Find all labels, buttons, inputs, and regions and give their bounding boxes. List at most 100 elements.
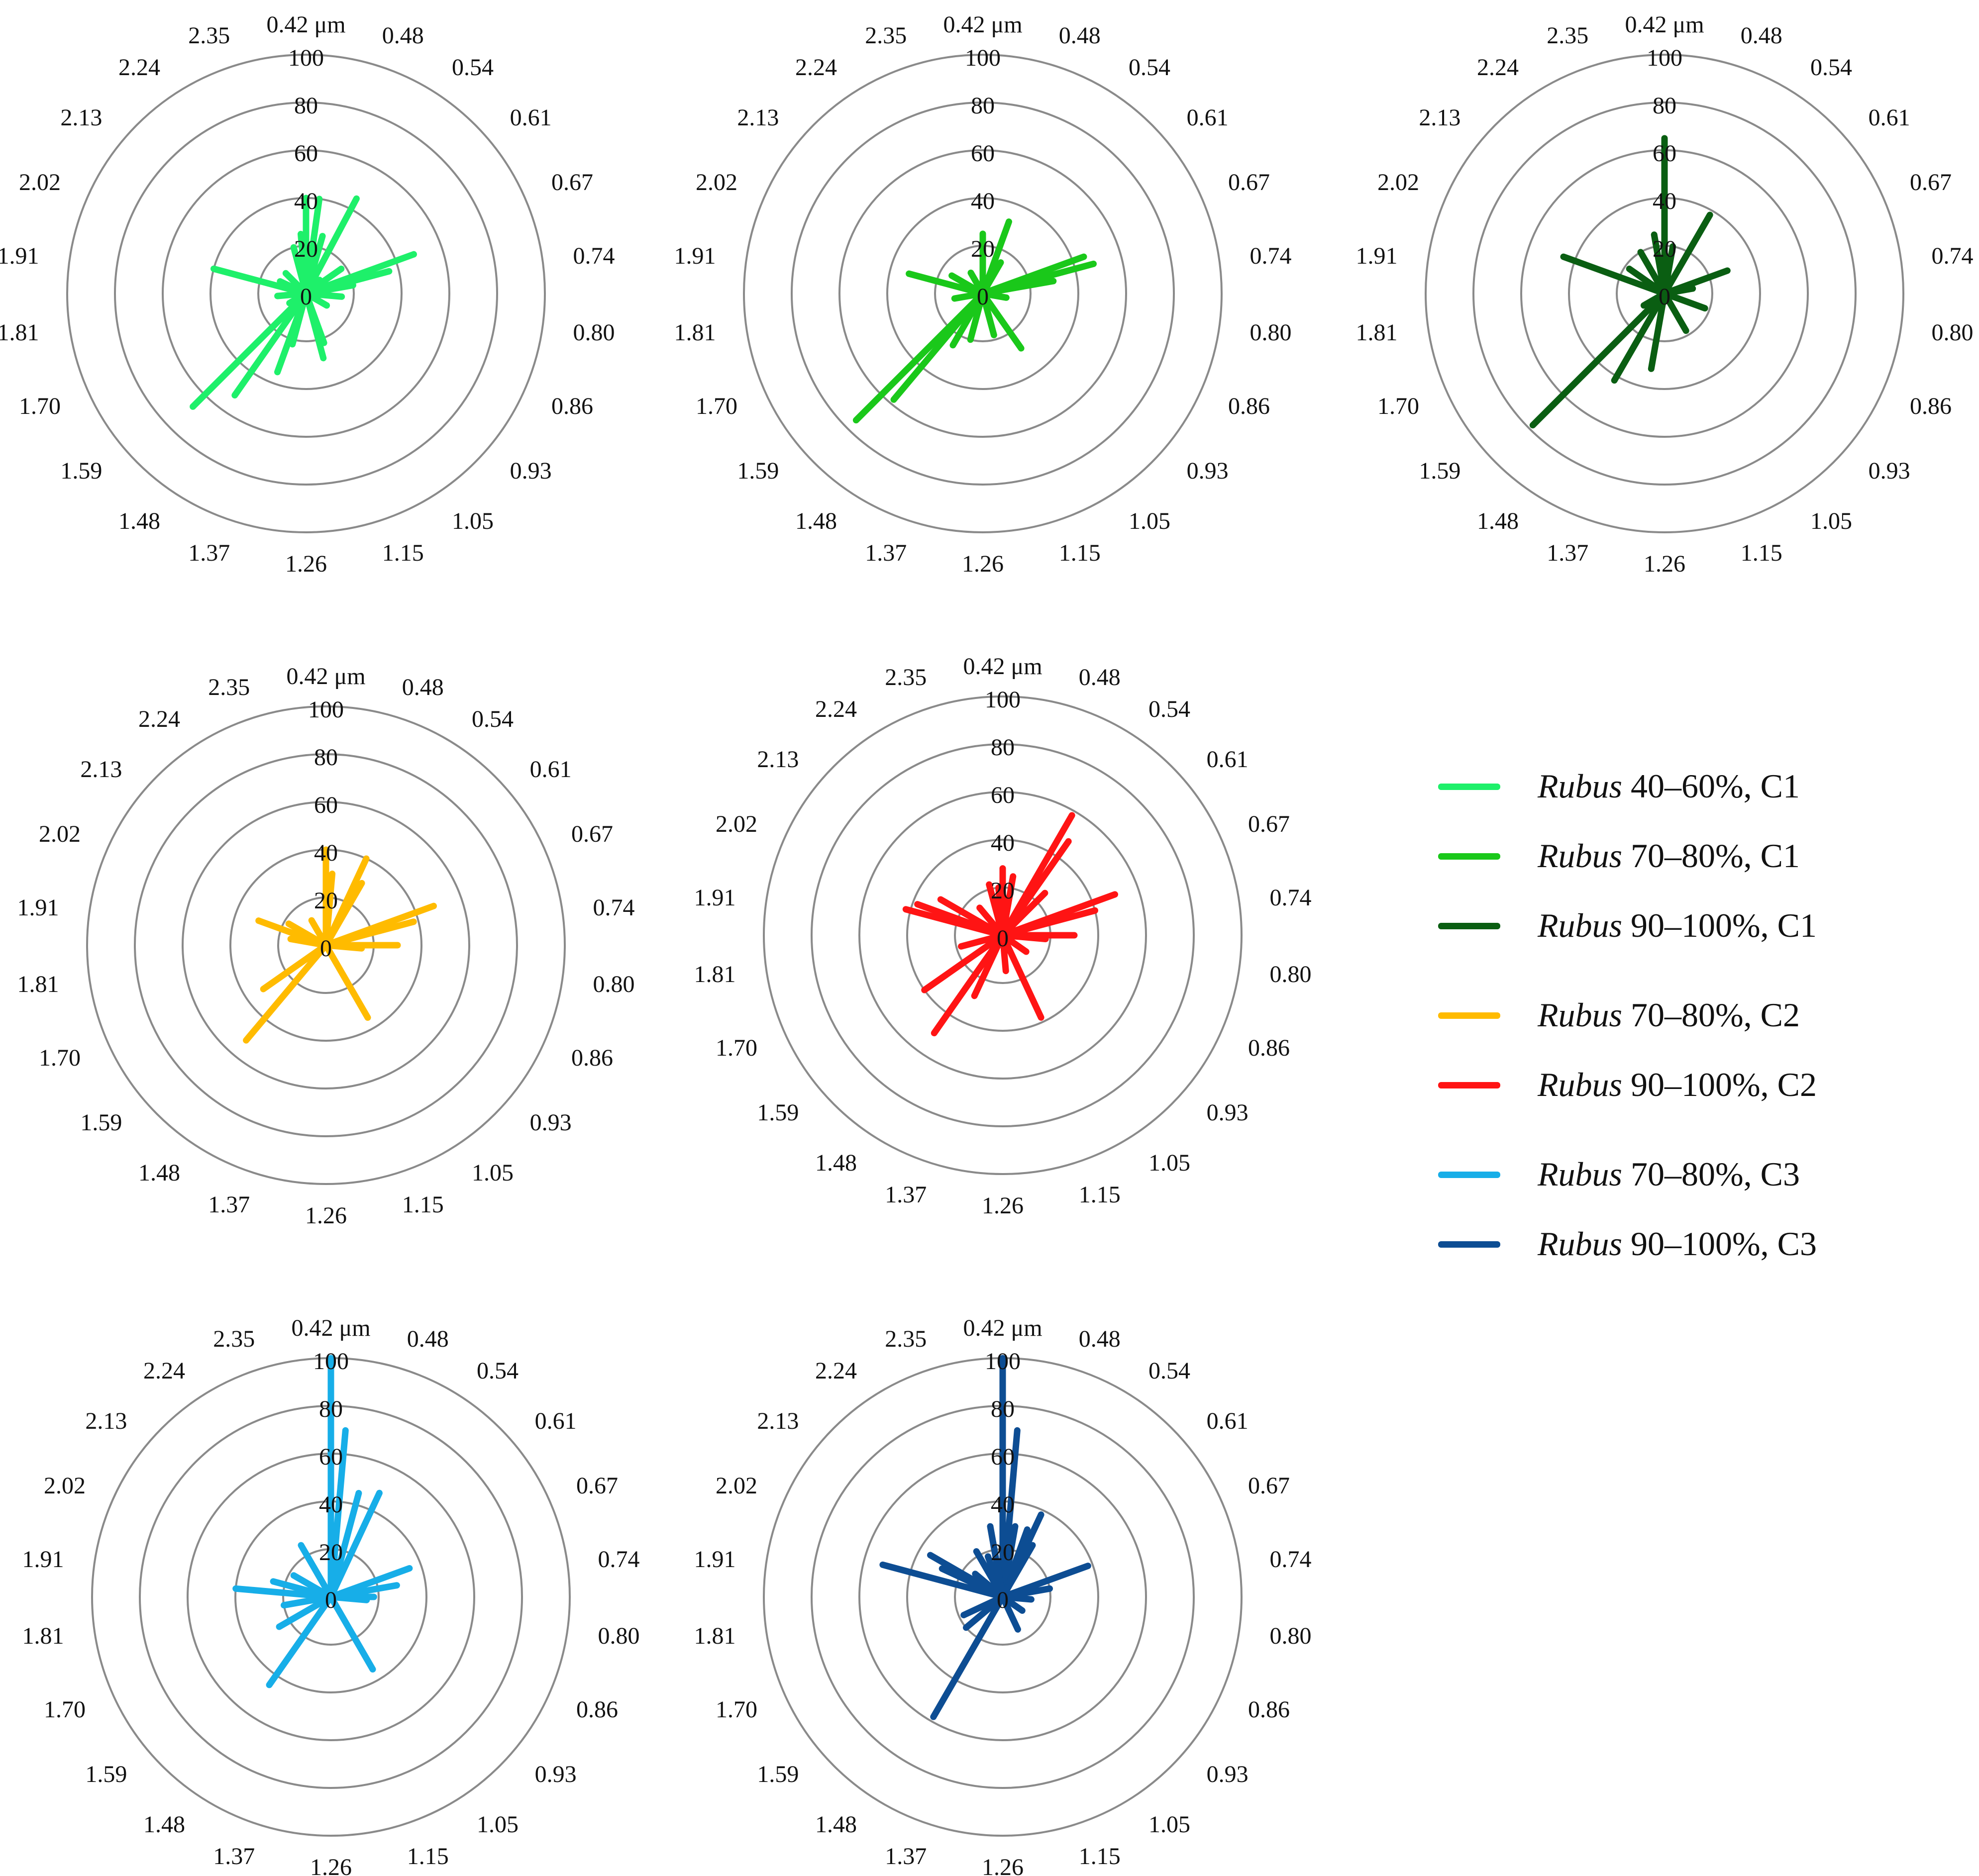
- wavelength-label: 1.37: [865, 540, 907, 566]
- radar-panel: 0 20 40 60 80 100 0.42 μm 0.48 0.54 0.61 0.67 0.74 0…: [694, 1315, 1312, 1876]
- wavelength-label: 2.24: [143, 1358, 185, 1384]
- data-ray: [290, 1572, 334, 1600]
- wavelength-label: 0.86: [571, 1045, 613, 1071]
- wavelength-label: 2.02: [716, 811, 757, 837]
- wavelength-label: 0.48: [402, 674, 444, 700]
- legend-label: Rubus 90–100%, C1: [1538, 906, 1817, 944]
- data-ray: [274, 290, 310, 376]
- wavelength-label: 0.80: [1932, 319, 1974, 346]
- wavelength-label: 0.42 μm: [943, 11, 1022, 38]
- wavelength-label: 2.24: [1477, 54, 1519, 81]
- data-ray: [1651, 231, 1668, 297]
- data-ray: [999, 932, 1044, 1021]
- radial-tick-label: 0: [997, 925, 1009, 952]
- legend-swatch: [1438, 1241, 1500, 1248]
- wavelength-label: 0.42 μm: [291, 1315, 370, 1341]
- radial-tick-label: 0: [997, 1587, 1009, 1613]
- wavelength-label: 2.24: [795, 54, 837, 81]
- wavelength-label: 2.35: [213, 1326, 255, 1352]
- wavelength-label: 1.91: [694, 885, 736, 911]
- radial-tick-label: 80: [314, 744, 338, 771]
- wavelength-label: 0.93: [1187, 458, 1229, 484]
- radial-tick-label: 20: [1653, 236, 1676, 262]
- radial-tick-label: 60: [991, 1444, 1015, 1470]
- wavelength-label: 0.42 μm: [963, 653, 1042, 680]
- grid-circle: [858, 791, 1147, 1080]
- legend-item: Rubus 90–100%, C2: [1438, 1062, 1936, 1112]
- wavelength-label: 0.86: [1248, 1696, 1290, 1723]
- wavelength-label: 1.05: [472, 1160, 514, 1186]
- wavelength-label: 2.24: [138, 706, 180, 732]
- wavelength-label: 0.74: [1250, 243, 1292, 269]
- wavelength-label: 1.81: [694, 961, 736, 987]
- data-ray: [999, 838, 1072, 939]
- wavelength-label: 1.91: [17, 894, 59, 921]
- wavelength-label: 0.61: [1207, 1408, 1249, 1434]
- radial-tick-label: 40: [971, 188, 995, 214]
- data-ray: [930, 1593, 1006, 1720]
- radial-tick-label: 20: [991, 878, 1015, 904]
- data-ray: [960, 1593, 1006, 1618]
- radial-tick-label: 0: [977, 284, 989, 310]
- data-ray: [266, 1593, 334, 1688]
- wavelength-label: 0.61: [530, 756, 572, 783]
- wavelength-label: 0.61: [535, 1408, 577, 1434]
- wavelength-label: 1.48: [118, 508, 160, 534]
- wavelength-label: 0.86: [1910, 393, 1952, 419]
- wavelength-label: 0.93: [1869, 458, 1910, 484]
- radar-panel: 0 20 40 60 80 100 0.42 μm 0.48 0.54 0.61 0.67 0.74 0…: [674, 11, 1292, 577]
- data-ray: [979, 278, 1057, 297]
- data-ray: [906, 270, 986, 297]
- legend-item: Rubus 70–80%, C2: [1438, 992, 1936, 1042]
- wavelength-label: 1.37: [885, 1182, 927, 1208]
- wavelength-label: 2.24: [815, 1358, 857, 1384]
- data-ray: [979, 290, 1025, 352]
- wavelength-label: 1.05: [452, 508, 494, 534]
- grid-circle: [66, 54, 546, 533]
- grid-circle: [791, 101, 1175, 486]
- wavelength-label: 0.74: [1270, 885, 1312, 911]
- wavelength-label: 1.15: [1059, 540, 1101, 566]
- legend-item: Rubus 70–80%, C3: [1438, 1152, 1936, 1201]
- data-ray: [190, 290, 310, 410]
- radar-panel: 0 20 40 60 80 100 0.42 μm 0.48 0.54 0.61 0.67 0.74 0…: [1356, 11, 1974, 577]
- wavelength-label: 0.67: [1910, 169, 1952, 196]
- wavelength-label: 1.59: [1419, 458, 1460, 484]
- wavelength-label: 1.70: [696, 393, 737, 419]
- wavelength-label: 2.35: [865, 22, 907, 49]
- wavelength-label: 1.26: [285, 551, 327, 577]
- wavelength-label: 0.67: [1248, 1473, 1290, 1499]
- legend-item: Rubus 90–100%, C1: [1438, 903, 1936, 953]
- wavelength-label: 0.54: [452, 54, 494, 81]
- radial-tick-label: 20: [991, 1539, 1015, 1566]
- data-ray: [298, 231, 310, 297]
- wavelength-label: 2.02: [696, 169, 737, 196]
- legend-label: Rubus 70–80%, C3: [1538, 1155, 1800, 1193]
- radar-panel: 0 20 40 60 80 100 0.42 μm 0.48 0.54 0.61 0.67 0.74 0…: [0, 11, 615, 577]
- wavelength-label: 2.02: [19, 169, 61, 196]
- wavelength-label: 2.35: [885, 1326, 927, 1352]
- radial-tick-label: 100: [313, 1348, 349, 1375]
- wavelength-label: 0.74: [598, 1546, 640, 1573]
- legend-label: Rubus 70–80%, C1: [1538, 837, 1800, 875]
- legend-label: Rubus 90–100%, C2: [1538, 1066, 1817, 1103]
- data-ray: [937, 896, 1006, 939]
- wavelength-label: 1.48: [795, 508, 837, 534]
- data-ray: [1661, 290, 1689, 334]
- wavelength-label: 0.67: [571, 821, 613, 847]
- wavelength-label: 2.13: [80, 756, 122, 783]
- wavelength-label: 0.48: [382, 22, 424, 49]
- wavelength-label: 2.24: [118, 54, 160, 81]
- wavelength-label: 0.42 μm: [1625, 11, 1704, 38]
- radial-tick-label: 80: [1653, 93, 1676, 119]
- wavelength-label: 1.70: [44, 1696, 86, 1723]
- wavelength-label: 0.86: [1248, 1035, 1290, 1061]
- radial-tick-label: 20: [971, 236, 995, 262]
- data-ray: [999, 889, 1048, 939]
- wavelength-label: 0.80: [573, 319, 615, 346]
- wavelength-label: 1.26: [310, 1854, 352, 1876]
- wavelength-label: 0.74: [1270, 1546, 1312, 1573]
- wavelength-label: 1.26: [982, 1854, 1024, 1876]
- wavelength-label: 0.42 μm: [286, 663, 365, 690]
